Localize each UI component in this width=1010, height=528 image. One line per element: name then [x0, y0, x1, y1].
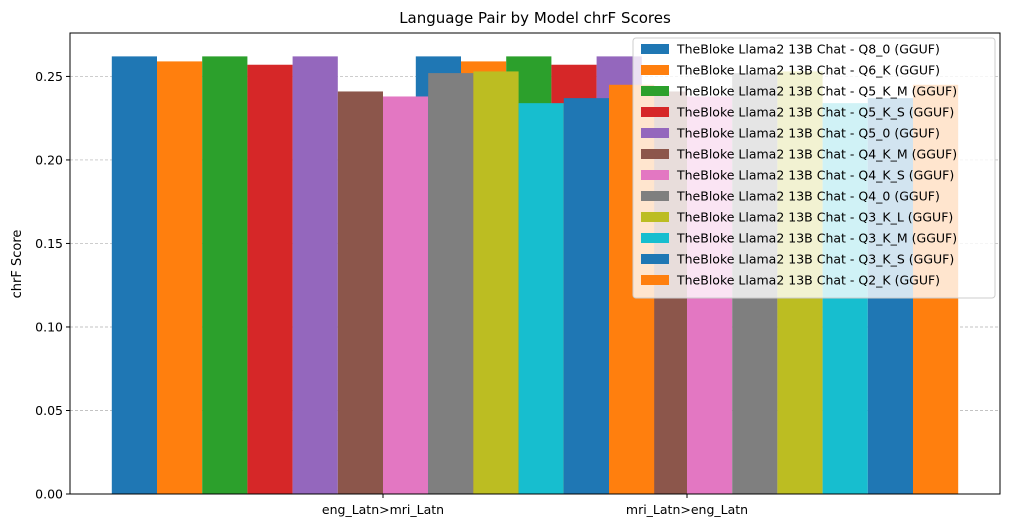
bar-1-series-9: [473, 71, 519, 495]
y-tick-label: 0.20: [35, 152, 63, 167]
legend-label: TheBloke Llama2 13B Chat - Q4_K_S (GGUF): [676, 168, 954, 183]
y-tick-label: 0.05: [35, 403, 63, 418]
bar-1-series-5: [292, 56, 338, 494]
legend-swatch: [641, 233, 669, 243]
bar-1-series-10: [518, 103, 564, 495]
x-axis: eng_Latn>mri_Latn mri_Latn>eng_Latn: [322, 494, 748, 517]
bar-1-series-3: [202, 56, 248, 494]
y-tick-label: 0.25: [35, 69, 63, 84]
bar-1-series-1: [111, 56, 157, 494]
legend-label: TheBloke Llama2 13B Chat - Q5_K_S (GGUF): [676, 105, 954, 120]
legend-swatch: [641, 107, 669, 117]
plot-area-frame: [69, 32, 1001, 495]
y-tick-label: 0.10: [35, 319, 63, 334]
bar-1-series-6: [337, 91, 383, 494]
x-tick-label: eng_Latn>mri_Latn: [322, 502, 444, 517]
legend: TheBloke Llama2 13B Chat - Q8_0 (GGUF) Th…: [632, 37, 996, 299]
bar-1-series-4: [247, 64, 293, 494]
legend-label: TheBloke Llama2 13B Chat - Q4_K_M (GGUF): [676, 147, 957, 162]
legend-swatch: [641, 44, 669, 54]
legend-swatch: [641, 65, 669, 75]
y-axis: 0.00 0.05 0.10 0.15 0.20 0.25: [35, 69, 70, 502]
legend-label: TheBloke Llama2 13B Chat - Q5_0 (GGUF): [676, 126, 940, 141]
legend-label: TheBloke Llama2 13B Chat - Q5_K_M (GGUF): [676, 84, 957, 99]
legend-swatch: [641, 254, 669, 264]
legend-label: TheBloke Llama2 13B Chat - Q2_K (GGUF): [676, 273, 940, 288]
legend-label: TheBloke Llama2 13B Chat - Q6_K (GGUF): [676, 63, 940, 78]
legend-label: TheBloke Llama2 13B Chat - Q3_K_M (GGUF): [676, 231, 957, 246]
bar-1-series-11: [563, 98, 609, 495]
legend-label: TheBloke Llama2 13B Chat - Q8_0 (GGUF): [676, 42, 940, 57]
y-tick-label: 0.15: [35, 236, 63, 251]
bar-1-series-7: [383, 96, 429, 495]
y-tick-label: 0.00: [35, 487, 63, 502]
legend-label: TheBloke Llama2 13B Chat - Q4_0 (GGUF): [676, 189, 940, 204]
legend-label: TheBloke Llama2 13B Chat - Q3_K_S (GGUF): [676, 252, 954, 267]
x-tick-label: mri_Latn>eng_Latn: [626, 502, 748, 517]
chart-title: Language Pair by Model chrF Scores: [399, 9, 671, 27]
legend-box: [632, 37, 996, 299]
legend-swatch: [641, 191, 669, 201]
legend-swatch: [641, 212, 669, 222]
bar-1-series-8: [428, 73, 474, 494]
y-axis-label: chrF Score: [10, 230, 25, 299]
legend-label: TheBloke Llama2 13B Chat - Q3_K_L (GGUF): [676, 210, 953, 225]
legend-swatch: [641, 149, 669, 159]
legend-swatch: [641, 86, 669, 96]
legend-swatch: [641, 275, 669, 285]
bar-1-series-2: [157, 61, 203, 494]
legend-swatch: [641, 128, 669, 138]
legend-swatch: [641, 170, 669, 180]
